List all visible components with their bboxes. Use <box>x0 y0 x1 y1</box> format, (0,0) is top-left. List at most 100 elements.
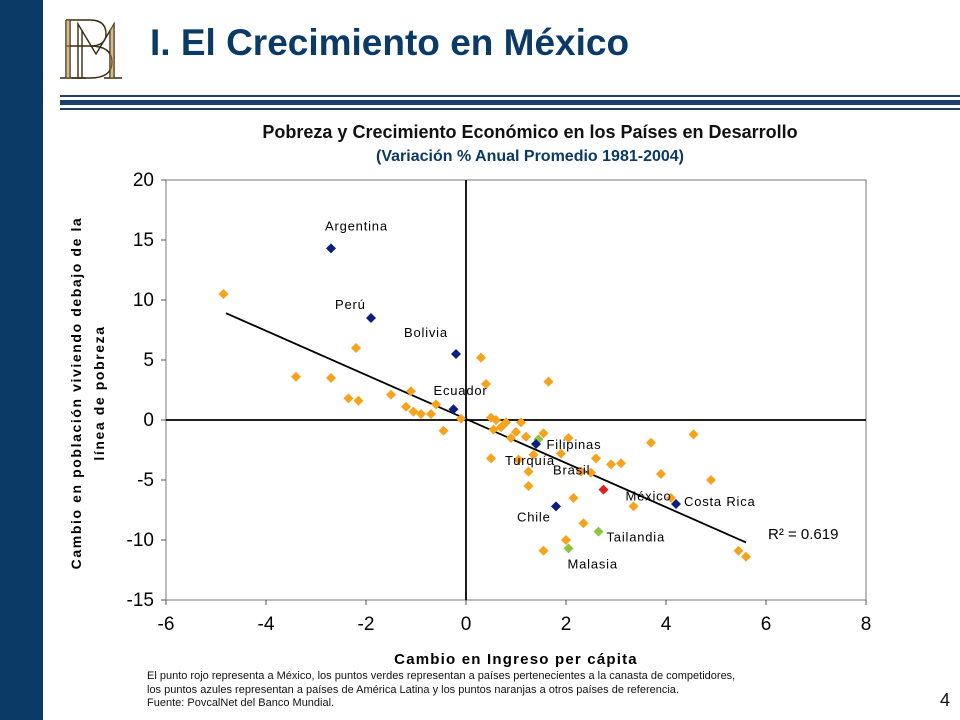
data-point <box>516 417 526 428</box>
data-point <box>741 551 751 562</box>
title-divider-bottom <box>60 108 960 110</box>
data-point <box>591 453 601 464</box>
y-tick-label: 5 <box>143 350 154 371</box>
chart-subtitle: (Variación % Anual Promedio 1981-2004) <box>376 148 684 165</box>
data-point-turqua <box>531 439 541 449</box>
data-point <box>291 371 301 382</box>
x-tick-label: 4 <box>661 614 672 635</box>
data-point-malasia <box>563 543 574 554</box>
data-point <box>628 501 639 512</box>
data-point <box>606 459 616 470</box>
chart-title: Pobreza y Crecimiento Económico en los P… <box>262 122 798 142</box>
point-label-per: Perú <box>335 297 366 312</box>
data-point-brasil <box>556 448 566 459</box>
data-point <box>568 493 579 503</box>
data-point <box>538 545 549 556</box>
data-point-bolivia <box>451 349 461 359</box>
footnote-line-2: los puntos azules representan a países d… <box>147 683 679 696</box>
data-point <box>666 493 676 503</box>
data-point <box>561 535 571 545</box>
data-point <box>476 352 486 363</box>
data-point-per <box>366 313 376 323</box>
data-point-ecuador <box>448 404 459 415</box>
data-point <box>481 379 491 389</box>
data-point <box>486 453 496 464</box>
plot-area <box>165 179 867 601</box>
x-tick-label: -2 <box>358 614 375 635</box>
data-point <box>586 467 596 478</box>
title-divider-top <box>60 100 960 105</box>
data-point <box>416 409 426 419</box>
data-point <box>426 409 436 419</box>
y-tick-label: 15 <box>133 230 154 251</box>
data-point <box>688 429 699 440</box>
data-point-argentina <box>326 243 336 254</box>
data-point <box>733 545 744 556</box>
data-point <box>488 424 499 435</box>
data-point <box>343 393 354 404</box>
data-point <box>528 449 539 460</box>
data-point <box>563 433 574 443</box>
banco-de-mexico-logo-icon <box>60 19 122 79</box>
data-point <box>491 415 501 425</box>
y-tick-label: -5 <box>137 470 154 491</box>
point-label-brasil: Brasil <box>553 463 590 478</box>
point-label-bolivia: Bolivia <box>404 325 448 340</box>
r-squared-label: R² = 0.619 <box>768 526 838 543</box>
data-point <box>431 399 441 410</box>
point-label-ecuador: Ecuador <box>434 383 488 398</box>
y-tick-label: 0 <box>143 410 154 431</box>
x-axis-label: Cambio en Ingreso per cápita <box>394 651 638 668</box>
data-point <box>351 343 361 353</box>
x-tick-label: 6 <box>761 614 772 635</box>
data-point <box>506 433 516 443</box>
x-tick-label: 8 <box>861 614 872 635</box>
data-point <box>576 466 586 477</box>
data-point <box>326 373 336 383</box>
point-label-malasia: Malasia <box>568 556 618 571</box>
data-point <box>578 518 589 529</box>
data-point <box>408 406 419 417</box>
data-point <box>511 427 521 437</box>
footnote-source: Fuente: PovcalNet del Banco Mundial. <box>147 697 335 709</box>
y-tick-label: 20 <box>133 170 154 191</box>
data-point-tailandia <box>593 526 604 537</box>
data-point <box>456 413 466 424</box>
y-tick-label: -10 <box>127 530 154 551</box>
x-tick-label: -6 <box>158 614 175 635</box>
title-divider-thick <box>60 95 960 97</box>
data-point <box>706 475 716 485</box>
left-accent-bar <box>0 0 43 720</box>
data-point-mxico <box>598 484 609 495</box>
data-point <box>646 437 656 448</box>
point-label-turqua: Turquía <box>505 453 555 468</box>
data-point <box>406 386 416 397</box>
data-point <box>438 425 449 436</box>
data-point <box>218 289 229 299</box>
point-label-filipinas: Filipinas <box>547 437 602 452</box>
data-point <box>543 376 554 387</box>
page-number: 4 <box>940 690 951 710</box>
point-label-chile: Chile <box>517 509 551 524</box>
data-point-costarica <box>671 499 681 509</box>
footnote-line-1: El punto rojo representa a México, los p… <box>147 670 736 682</box>
x-tick-label: -4 <box>258 614 275 635</box>
data-point <box>656 469 666 479</box>
point-label-tailandia: Tailandia <box>607 530 666 545</box>
data-point <box>353 395 364 406</box>
data-point <box>501 417 511 428</box>
y-axis-label-line-2: línea de pobreza <box>91 325 107 460</box>
data-point-chile <box>551 501 561 512</box>
data-point <box>386 389 396 400</box>
data-point <box>523 466 534 477</box>
point-label-argentina: Argentina <box>325 218 388 233</box>
slide-title: I. El Crecimiento en México <box>150 22 630 63</box>
data-point <box>401 401 411 412</box>
point-label-mxico: México <box>626 489 672 504</box>
y-tick-label: -15 <box>127 590 154 611</box>
x-tick-label: 2 <box>561 614 572 635</box>
data-point <box>538 428 549 439</box>
footnote: El punto rojo representa a México, los p… <box>147 670 887 711</box>
data-point <box>616 458 626 469</box>
